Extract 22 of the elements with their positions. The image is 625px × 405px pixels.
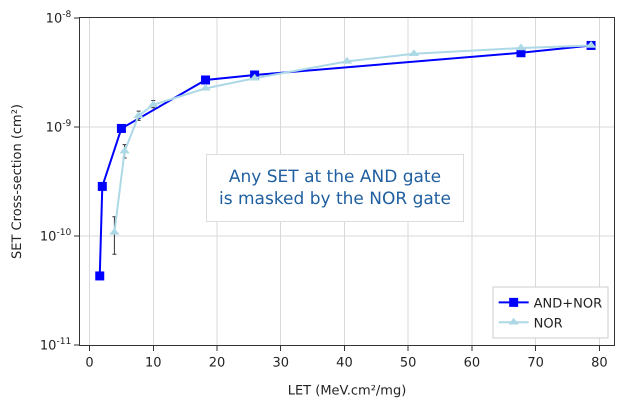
x-tick-label: 60 [464, 356, 480, 371]
point [95, 271, 104, 280]
x-tick-label: 20 [208, 356, 226, 371]
x-tick-label: 40 [336, 356, 353, 371]
annotation: Any SET at the AND gate is masked by the NOR gate [219, 167, 451, 210]
y-tick-label: 10$^{-11}$ [40, 337, 72, 354]
point [116, 124, 126, 133]
y-tick-label: 10$^{-10}$ [40, 228, 72, 245]
legend-label: AND+NOR [534, 296, 602, 312]
x-tick-label: 80 [591, 356, 608, 371]
point [98, 182, 107, 191]
y-tick-label: 10$^{-8}$ [46, 10, 72, 27]
x-axis-title: LET (MeV.cm²/mg) [288, 383, 406, 398]
legend-label: NOR [534, 316, 563, 332]
x-tick-label: 30 [272, 356, 290, 371]
y-axis-title: SET Cross-section (cm²) [10, 104, 25, 259]
x-tick-label: 70 [527, 356, 544, 371]
y-tick-label: 10$^{-9}$ [46, 119, 72, 136]
point [201, 75, 210, 84]
x-tick-label: 10 [145, 356, 162, 371]
x-tick-label: 50 [400, 356, 416, 371]
x-tick-label: 0 [85, 356, 94, 371]
